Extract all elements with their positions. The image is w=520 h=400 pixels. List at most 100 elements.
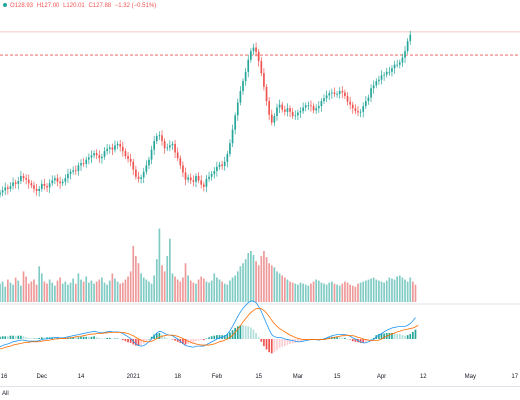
volume-bar — [87, 282, 90, 302]
volume-bar — [291, 282, 294, 302]
macd-histogram-bar — [216, 335, 218, 339]
volume-bar — [166, 256, 169, 302]
macd-histogram-bar — [270, 339, 273, 354]
x-tick-label: Apr — [376, 374, 387, 380]
volume-bar — [51, 282, 54, 302]
volume-bar — [242, 263, 244, 302]
volume-bar — [158, 228, 161, 302]
candle — [370, 84, 372, 103]
candle — [367, 94, 370, 105]
macd-histogram-bar — [218, 335, 221, 339]
candle — [101, 153, 103, 164]
candle — [87, 153, 90, 165]
macd-histogram-bar — [205, 338, 208, 339]
macd-histogram-bar — [409, 334, 412, 339]
candle — [320, 98, 323, 112]
candle — [341, 86, 344, 99]
candle — [247, 54, 250, 78]
macd-histogram-bar — [412, 331, 414, 339]
candle — [6, 184, 9, 195]
candle — [132, 158, 135, 176]
volume-bar — [6, 279, 9, 302]
candle — [103, 147, 106, 160]
candle — [328, 90, 331, 101]
macd-histogram-bar — [252, 329, 255, 339]
macd-histogram-bar — [77, 337, 80, 339]
macd-histogram-bar — [90, 336, 93, 339]
candle — [338, 87, 341, 99]
macd-histogram-bar — [281, 339, 284, 347]
status-dot-icon — [3, 3, 7, 8]
candle — [95, 149, 98, 160]
volume-bar — [265, 257, 268, 302]
volume-bar — [161, 265, 163, 302]
volume-bar — [153, 275, 156, 302]
macd-histogram-bar — [124, 339, 127, 342]
macd-histogram-bar — [119, 339, 122, 340]
candle — [64, 174, 67, 186]
candle — [250, 48, 252, 63]
candle — [30, 180, 33, 189]
candle — [391, 65, 393, 77]
candle — [385, 67, 388, 78]
volume-bar — [40, 273, 43, 302]
volume-bar — [202, 278, 205, 302]
volume-bar — [307, 285, 310, 302]
candle — [216, 161, 218, 177]
candle — [307, 101, 310, 111]
macd-histogram-bar — [257, 337, 260, 339]
macd-histogram-bar — [176, 339, 179, 342]
macd-histogram-bar — [265, 339, 268, 350]
macd-histogram-bar — [54, 337, 56, 339]
volume-bar — [294, 283, 297, 302]
candle — [362, 102, 365, 118]
volume-bar — [234, 275, 237, 302]
candle — [69, 168, 72, 180]
macd-histogram-bar — [108, 337, 111, 339]
x-tick-label: 2021 — [126, 374, 140, 380]
macd-histogram-bar — [378, 334, 380, 339]
candle — [372, 80, 375, 94]
volume-bar — [30, 281, 33, 302]
volume-bar — [114, 278, 116, 302]
macd-histogram-bar — [184, 339, 187, 345]
volume-bar — [20, 285, 22, 302]
volume-bar — [260, 256, 263, 302]
x-tick-label: 15 — [255, 374, 263, 380]
volume-bar — [276, 271, 278, 302]
candle — [171, 141, 174, 150]
candle — [189, 173, 192, 185]
chart-canvas[interactable] — [0, 0, 520, 372]
macd-histogram-bar — [388, 332, 391, 339]
candle — [27, 174, 30, 189]
macd-histogram-bar — [297, 339, 299, 343]
volume-bar — [216, 277, 218, 302]
candle — [263, 68, 265, 91]
candle — [67, 168, 69, 183]
volume-bar — [317, 280, 320, 302]
volume-bar — [148, 281, 150, 302]
volume-bar — [85, 276, 88, 302]
candle — [378, 75, 380, 85]
volume-bar — [396, 276, 399, 302]
range-all-button[interactable]: All — [2, 391, 9, 397]
candle — [169, 140, 171, 152]
candle — [325, 90, 328, 102]
candle — [9, 182, 12, 192]
macd-histogram-bar — [383, 333, 385, 339]
bottom-divider — [0, 386, 520, 387]
macd-line — [0, 300, 416, 348]
macd-histogram-bar — [43, 337, 46, 339]
macd-histogram-bar — [74, 337, 77, 339]
macd-histogram-bar — [401, 335, 404, 339]
candle — [406, 38, 409, 54]
macd-histogram-bar — [161, 334, 163, 339]
volume-bar — [111, 273, 114, 302]
macd-histogram-bar — [171, 339, 174, 340]
macd-histogram-bar — [103, 338, 106, 339]
candle — [135, 165, 137, 180]
volume-bar — [119, 283, 122, 302]
volume-bar — [257, 265, 260, 302]
candle — [257, 48, 260, 67]
